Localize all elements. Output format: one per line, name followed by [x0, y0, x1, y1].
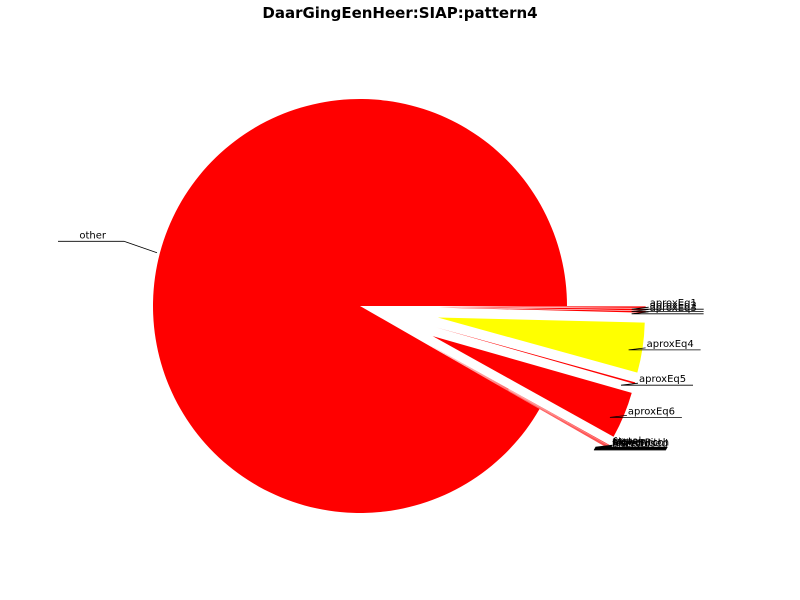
leader-line-faster — [595, 445, 668, 449]
slice-label-transposed: transposed — [612, 439, 668, 450]
pie-slice-lowerPitch — [428, 344, 609, 448]
slice-label-higherPitch: higherPitch — [613, 438, 669, 449]
pie-slice-other — [153, 98, 567, 513]
leader-line-aproxEq6 — [609, 415, 682, 418]
pie-slice-higherPitch — [428, 344, 609, 447]
leader-line-aproxEq3 — [631, 311, 704, 315]
leader-line-transposed — [594, 447, 667, 450]
chart-title: DaarGingEenHeer:SIAP:pattern4 — [262, 4, 537, 22]
pie-slice-aproxEq6 — [432, 336, 632, 437]
pie-slice-slower — [428, 344, 610, 447]
slice-label-equal: equal — [614, 436, 642, 447]
slice-label-aproxEq3: aproxEq3 — [650, 303, 697, 314]
leader-line-slower — [594, 445, 667, 449]
pie-slice-equal — [428, 344, 610, 446]
leader-line-aproxEq4 — [628, 347, 701, 351]
leader-line-higherPitch — [594, 446, 667, 450]
slice-label-aproxEq6: aproxEq6 — [628, 406, 675, 417]
slice-label-faster: faster — [613, 437, 643, 448]
pie-slice-interval — [428, 345, 608, 449]
pie-slice-aproxEq2 — [438, 306, 646, 311]
slice-label-aproxEq4: aproxEq4 — [647, 339, 694, 350]
leader-line-other — [58, 240, 158, 254]
slice-label-aproxEq2: aproxEq2 — [650, 301, 697, 312]
pie-slice-aproxEq5 — [435, 327, 636, 385]
slice-label-slower: slower — [613, 437, 646, 448]
leader-line-aproxEq2 — [631, 309, 704, 312]
leader-line-aproxEq1 — [631, 306, 704, 310]
slice-label-interval: interval — [612, 439, 650, 450]
pie-slice-transposed — [428, 344, 609, 448]
leader-line-aproxEq5 — [620, 382, 693, 386]
slice-label-lowerPitch: lowerPitch — [612, 438, 664, 449]
slice-label-aproxEq5: aproxEq5 — [639, 374, 686, 385]
pie-slice-faster — [428, 344, 610, 446]
slice-label-other: other — [79, 230, 107, 241]
leader-line-interval — [593, 447, 666, 451]
pie-slices — [153, 98, 646, 513]
pie-slice-aproxEq3 — [438, 307, 646, 313]
pie-slice-aproxEq1 — [438, 306, 646, 309]
pie-slice-aproxEq4 — [437, 317, 645, 373]
slice-label-aproxEq1: aproxEq1 — [650, 298, 697, 309]
